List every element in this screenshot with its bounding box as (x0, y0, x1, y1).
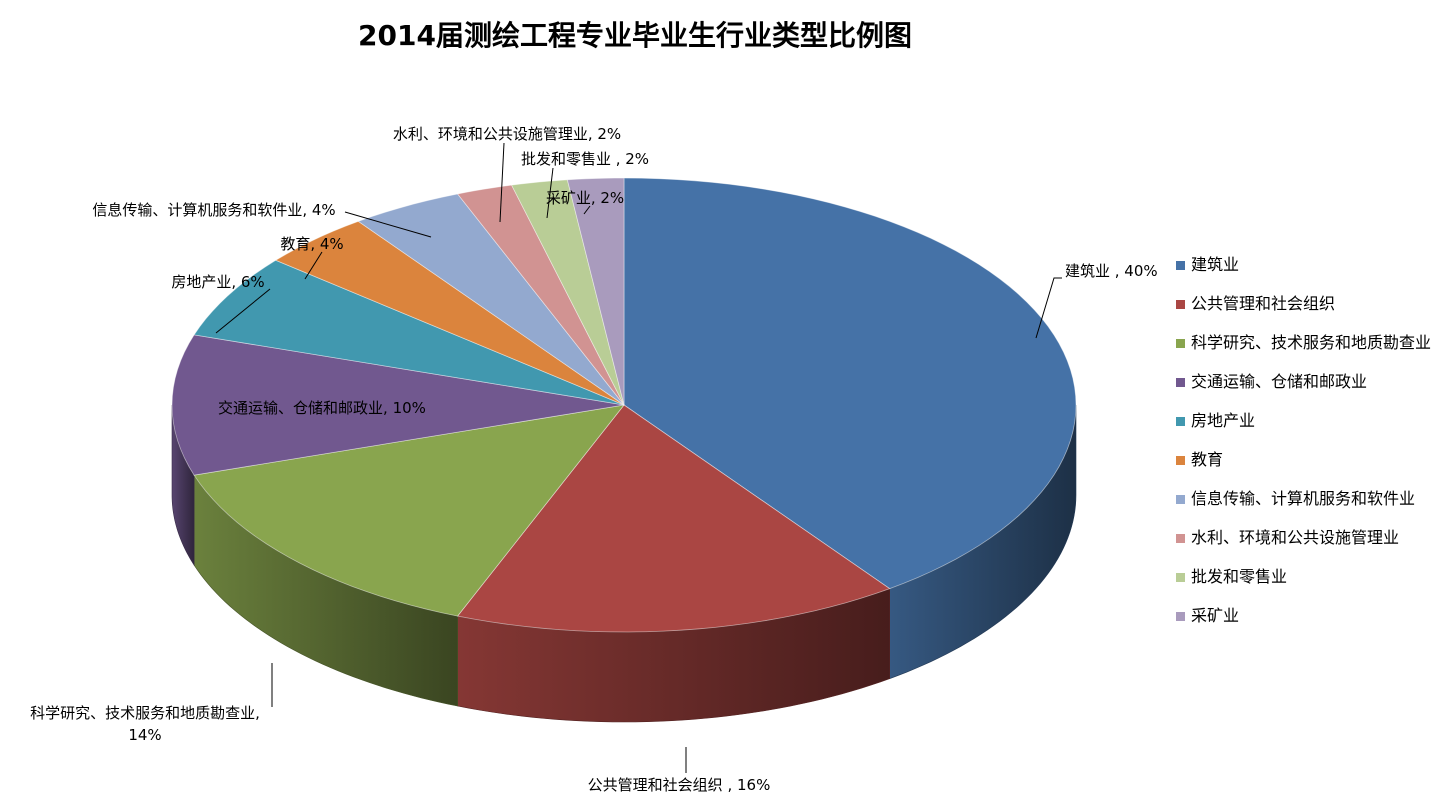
leader-line-5 (304, 251, 323, 280)
legend-item-5: 教育 (1176, 450, 1434, 489)
pie-slice-3 (171, 334, 625, 476)
legend-swatch-8 (1176, 573, 1185, 582)
legend-item-3: 交通运输、仓储和邮政业 (1176, 372, 1434, 411)
legend-label-9: 采矿业 (1191, 606, 1240, 625)
legend-item-9: 采矿业 (1176, 606, 1434, 645)
legend-swatch-3 (1176, 378, 1185, 387)
legend-label-0: 建筑业 (1191, 255, 1240, 274)
legend-label-8: 批发和零售业 (1191, 567, 1288, 586)
legend-label-4: 房地产业 (1191, 411, 1256, 430)
pie-slice-9 (566, 177, 625, 406)
legend-item-7: 水利、环境和公共设施管理业 (1176, 528, 1434, 567)
chart-title: 2014届测绘工程专业毕业生行业类型比例图 (358, 19, 912, 52)
leader-line-7 (499, 142, 505, 223)
data-label-4: 房地产业, 6% (171, 273, 264, 291)
legend-swatch-2 (1176, 339, 1185, 348)
legend-item-0: 建筑业 (1176, 255, 1434, 294)
legend-label-2: 科学研究、技术服务和地质勘查业 (1191, 333, 1432, 352)
data-label-3: 交通运输、仓储和邮政业, 10% (218, 399, 426, 417)
leader-line-6 (344, 211, 432, 238)
pie-slice-4 (193, 259, 625, 406)
data-label-9: 采矿业, 2% (546, 189, 624, 207)
leader-line-8 (546, 167, 554, 219)
legend-label-3: 交通运输、仓储和邮政业 (1191, 372, 1368, 391)
data-label-1: 公共管理和社会组织 , 16% (588, 776, 771, 794)
legend-label-1: 公共管理和社会组织 (1191, 294, 1336, 313)
pie-slice-8 (510, 179, 625, 406)
pie-depth-layer (171, 404, 1077, 723)
data-label-5: 教育, 4% (280, 235, 343, 253)
pie-slice-6 (357, 193, 625, 406)
legend-swatch-0 (1176, 261, 1185, 270)
legend-label-6: 信息传输、计算机服务和软件业 (1191, 489, 1416, 508)
data-label-7: 水利、环境和公共设施管理业, 2% (393, 125, 621, 143)
legend-swatch-6 (1176, 495, 1185, 504)
leader-line-9 (583, 205, 591, 215)
legend-item-4: 房地产业 (1176, 411, 1434, 450)
legend-swatch-9 (1176, 612, 1185, 621)
legend-swatch-4 (1176, 417, 1185, 426)
pie-top-layer (171, 177, 1077, 633)
data-label-8: 批发和零售业 , 2% (521, 150, 649, 168)
legend-item-6: 信息传输、计算机服务和软件业 (1176, 489, 1434, 528)
data-label-0: 建筑业 , 40% (1065, 262, 1158, 280)
pie-slice-7 (456, 184, 625, 406)
legend-label-5: 教育 (1191, 450, 1224, 469)
legend-item-1: 公共管理和社会组织 (1176, 294, 1434, 333)
legend-swatch-7 (1176, 534, 1185, 543)
data-label-2-line2: 14% (128, 726, 161, 744)
legend-item-2: 科学研究、技术服务和地质勘查业 (1176, 333, 1434, 372)
leader-line-4 (215, 288, 271, 334)
legend-item-8: 批发和零售业 (1176, 567, 1434, 606)
legend-label-7: 水利、环境和公共设施管理业 (1191, 528, 1400, 547)
data-label-6: 信息传输、计算机服务和软件业, 4% (92, 201, 335, 219)
data-labels: 建筑业 , 40% 公共管理和社会组织 , 16% 科学研究、技术服务和地质勘查业,… (30, 125, 1158, 794)
data-label-2: 科学研究、技术服务和地质勘查业, (30, 704, 260, 722)
leader-lines (215, 142, 1062, 773)
legend-swatch-1 (1176, 300, 1185, 309)
pie-slice-0 (623, 177, 1077, 590)
leader-line-0 (1035, 277, 1062, 339)
legend-swatch-5 (1176, 456, 1185, 465)
pie-slice-1 (456, 404, 891, 633)
legend: 建筑业公共管理和社会组织科学研究、技术服务和地质勘查业 交通运输、仓储和邮政业 房地… (1176, 255, 1434, 645)
pie-slice-5 (274, 220, 625, 406)
